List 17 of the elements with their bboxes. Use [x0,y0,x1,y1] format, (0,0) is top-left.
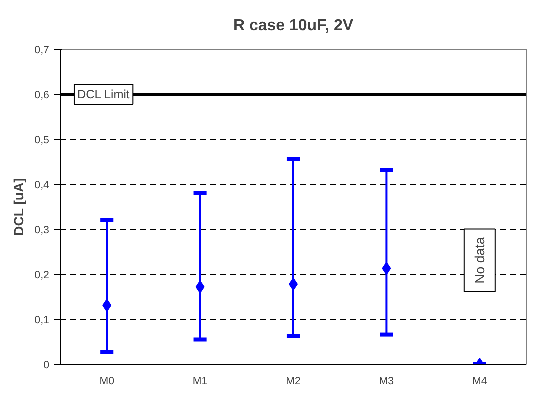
y-tick-label: 0,2 [34,270,50,282]
x-tick-label: M3 [379,376,394,388]
x-tick-label: M4 [472,376,488,388]
y-tick-label: 0 [44,360,50,372]
annotation: No data [472,236,488,284]
y-tick-label: 0,6 [34,90,50,102]
ref-line-label: DCL Limit [77,88,130,102]
y-tick-label: 0,4 [34,180,50,192]
y-tick-label: 0,7 [34,44,50,56]
y-tick-label: 0,1 [34,314,50,326]
x-tick-label: M2 [286,376,301,388]
y-tick-label: 0,5 [34,134,50,146]
x-tick-label: M1 [192,376,208,388]
y-axis-title: DCL [uA] [12,178,27,236]
x-tick-label: M0 [100,376,115,388]
y-tick-label: 0,3 [34,224,50,236]
chart-title: R case 10uF, 2V [233,18,354,34]
